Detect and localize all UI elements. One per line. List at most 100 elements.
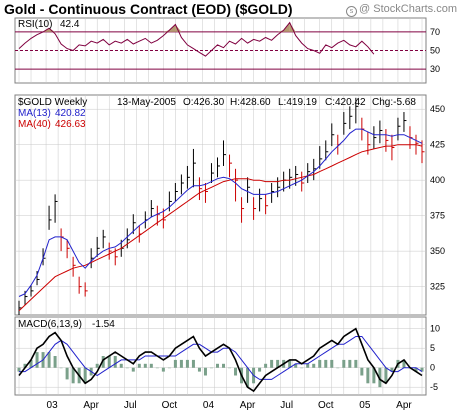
ohlc-bar <box>48 205 52 230</box>
legend-ma13-name: MA(13) <box>18 108 51 119</box>
macd-hist-bar <box>336 367 340 369</box>
x-tick-label: Jul <box>280 400 293 411</box>
macd-hist-bar <box>378 367 382 388</box>
macd-y-tick-label: 10 <box>430 324 440 334</box>
ohlc-bar <box>403 112 407 132</box>
ohlc-bar <box>325 140 329 161</box>
price-y-tick-label: 350 <box>430 246 445 256</box>
ohlc-bar <box>379 120 383 144</box>
macd-hist-bar <box>270 359 274 368</box>
macd-hist-bar <box>372 367 376 384</box>
price-y-tick-label: 450 <box>430 104 445 114</box>
x-tick-label: 05 <box>359 400 371 411</box>
ohlc-bar <box>96 236 100 257</box>
price-frame <box>14 94 427 316</box>
macd-hist-bar <box>125 367 129 369</box>
ohlc-bar <box>319 146 323 169</box>
macd-hist-bar <box>348 359 352 368</box>
x-tick-label: Apr <box>240 400 256 411</box>
chart-title: Gold - Continuous Contract (EOD) ($GOLD) <box>4 1 293 17</box>
macd-hist-bar <box>101 356 105 368</box>
macd-hist-bar <box>354 359 358 368</box>
ohlc-bar <box>313 158 317 181</box>
macd-hist-bar <box>420 367 424 372</box>
ohlc-bar <box>150 200 154 218</box>
macd-hist-bar <box>384 367 388 384</box>
rsi-y-ticks: 30 50 70 <box>430 27 440 74</box>
macd-hist-bar <box>155 367 159 369</box>
legend-ma13-value: 420.82 <box>55 108 86 119</box>
ma13-line <box>18 128 423 297</box>
ohlc-bar <box>373 126 377 149</box>
ohlc-bar <box>385 129 389 152</box>
ohlc-bar <box>204 183 208 203</box>
price-y-tick-label: 400 <box>430 175 445 185</box>
macd-hist-bar <box>276 359 280 368</box>
x-tick-label: Apr <box>396 400 412 411</box>
rsi-panel: 30 50 70 RSI(10) 42.4 <box>14 17 440 84</box>
macd-hist-bar <box>143 363 147 368</box>
macd-hist-bar <box>197 367 201 372</box>
macd-hist-bar <box>65 367 69 380</box>
ohlc-bar <box>421 140 425 164</box>
ohlc-bar <box>235 168 239 202</box>
ohlc-bar <box>391 134 395 161</box>
macd-hist-bar <box>312 363 316 368</box>
ohlc-bar <box>126 228 130 249</box>
macd-hist-bar <box>179 359 183 368</box>
ohlc-bar <box>90 248 94 269</box>
x-tick-label: 03 <box>47 400 59 411</box>
macd-signal-line <box>19 336 423 380</box>
macd-hist-bar <box>318 359 322 368</box>
ohlc-bar <box>78 276 82 294</box>
macd-hist-bar <box>342 359 346 368</box>
macd-hist-bar <box>107 356 111 368</box>
macd-hist-bar <box>294 363 298 368</box>
rsi-y-tick-label: 30 <box>430 64 440 74</box>
ohlc-bar <box>343 112 347 135</box>
macd-hist-bar <box>228 367 232 369</box>
ohlc-bar <box>108 242 112 260</box>
ohlc-bar <box>253 197 257 220</box>
macd-y-tick-label: 0 <box>430 363 435 373</box>
ohlc-bar <box>265 194 269 215</box>
x-tick-label: Jul <box>124 400 137 411</box>
ohlc-bar <box>66 239 70 259</box>
macd-hist-bar <box>47 352 51 368</box>
macd-line <box>18 327 423 393</box>
price-y-ticks: 325 350 375 400 425 450 <box>430 104 445 291</box>
ohlc-bar <box>210 163 214 183</box>
macd-hist-bar <box>222 363 226 368</box>
stockcharts-credit: s @ StockCharts.com <box>346 3 457 17</box>
macd-hist-bar <box>246 367 250 388</box>
macd-hist-bar <box>149 363 153 368</box>
rsi-y-tick-label: 70 <box>430 27 440 37</box>
ohlc-bar <box>30 285 34 297</box>
macd-hist-bar <box>390 367 394 372</box>
macd-hist-bar <box>366 367 370 384</box>
macd-y-tick-label: -5 <box>430 382 438 392</box>
macd-hist-bar <box>131 367 135 372</box>
ohlc-bar <box>102 229 106 249</box>
ohlc-bar <box>331 123 335 147</box>
macd-hist-bar <box>330 359 334 368</box>
macd-y-tick-label: 5 <box>430 343 435 353</box>
x-axis-labels: 03 Apr Jul Oct 04 Apr Jul Oct 05 Apr <box>47 400 413 411</box>
price-y-tick-label: 375 <box>430 211 445 221</box>
macd-y-ticks: -5 0 5 10 <box>430 324 440 393</box>
macd-hist-bar <box>324 359 328 368</box>
macd-hist-bar <box>203 367 207 376</box>
macd-hist-bar <box>119 363 123 368</box>
ohlc-bar <box>168 191 172 212</box>
macd-hist-bar <box>288 359 292 368</box>
ohlc-bar <box>241 197 245 223</box>
macd-hist-bar <box>23 363 27 368</box>
series-label: $GOLD Weekly <box>18 97 87 108</box>
rsi-line <box>18 21 375 57</box>
ohlc-bar <box>216 157 220 178</box>
macd-hist-bar <box>191 359 195 368</box>
ohlc-bar <box>277 177 281 198</box>
ohlc-bar <box>307 163 311 183</box>
